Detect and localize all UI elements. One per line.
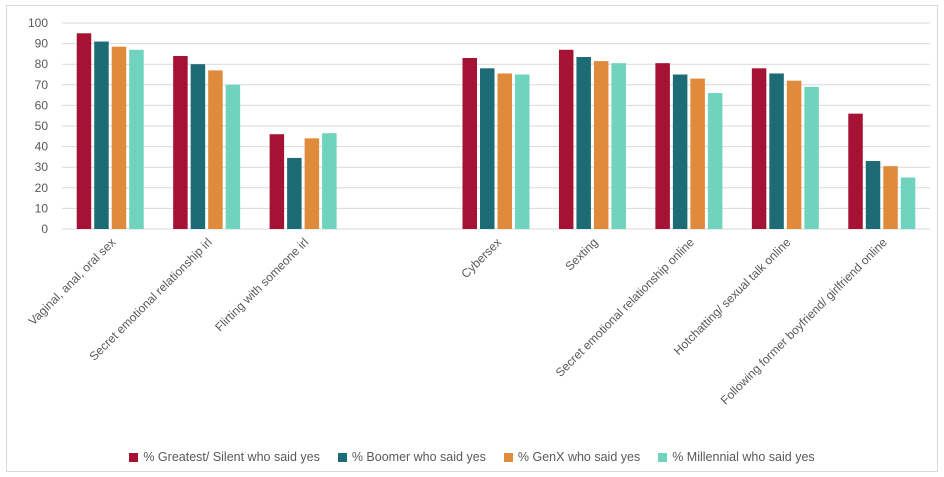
y-tick-label: 80 xyxy=(35,57,49,71)
y-tick-label: 10 xyxy=(35,201,49,215)
y-tick-label: 0 xyxy=(41,222,48,236)
y-tick-label: 100 xyxy=(28,16,48,30)
bar xyxy=(707,93,723,229)
bar xyxy=(304,138,320,229)
bar xyxy=(129,49,144,229)
bar xyxy=(322,133,337,229)
y-tick-label: 60 xyxy=(35,98,49,112)
bar xyxy=(883,166,898,229)
y-tick-label: 50 xyxy=(35,119,49,133)
bar xyxy=(76,33,92,229)
bar xyxy=(94,41,109,229)
legend-item: % GenX who said yes xyxy=(503,450,641,464)
bar xyxy=(462,58,477,229)
x-category-label: Vaginal, anal, oral sex xyxy=(26,235,119,328)
x-category-label: Following former boyfriend/ girlfriend o… xyxy=(718,235,890,407)
x-category-label: Sexting xyxy=(562,235,600,273)
bar xyxy=(111,46,127,229)
y-tick-label: 90 xyxy=(35,37,49,51)
y-tick-label: 30 xyxy=(35,160,49,174)
bar xyxy=(269,134,285,229)
bar xyxy=(225,84,241,229)
x-category-label: Cybersex xyxy=(458,235,504,281)
legend-swatch xyxy=(503,452,513,462)
bar xyxy=(190,64,206,229)
legend-item: % Millennial who said yes xyxy=(658,450,815,464)
legend-item: % Boomer who said yes xyxy=(337,450,486,464)
bar xyxy=(848,113,863,229)
bar xyxy=(173,55,188,230)
bar xyxy=(786,80,802,230)
bar xyxy=(611,63,626,229)
legend-label: % GenX who said yes xyxy=(517,450,641,464)
bar xyxy=(769,73,784,229)
bar xyxy=(672,74,688,229)
bar xyxy=(593,61,609,229)
legend-label: % Boomer who said yes xyxy=(351,450,486,464)
legend-swatch xyxy=(658,452,668,462)
bar xyxy=(655,63,670,229)
bar xyxy=(900,177,916,229)
bar xyxy=(497,73,512,229)
bar xyxy=(208,70,223,229)
bar xyxy=(690,78,705,230)
y-tick-label: 20 xyxy=(35,181,49,195)
bar xyxy=(480,68,495,229)
legend-label: % Greatest/ Silent who said yes xyxy=(143,450,320,464)
legend-item: % Greatest/ Silent who said yes xyxy=(129,450,320,464)
bar xyxy=(515,74,530,229)
bar xyxy=(804,86,819,229)
y-tick-label: 70 xyxy=(35,78,49,92)
chart-legend: % Greatest/ Silent who said yes % Boomer … xyxy=(0,450,944,464)
bar xyxy=(576,56,591,229)
legend-swatch xyxy=(337,452,347,462)
bar xyxy=(558,49,574,229)
legend-swatch xyxy=(129,452,139,462)
bar xyxy=(287,157,302,229)
bar xyxy=(865,161,881,229)
legend-label: % Millennial who said yes xyxy=(672,450,815,464)
bar xyxy=(751,68,767,229)
y-tick-label: 40 xyxy=(35,140,49,154)
x-category-label: Flirting with someone irl xyxy=(212,235,311,334)
